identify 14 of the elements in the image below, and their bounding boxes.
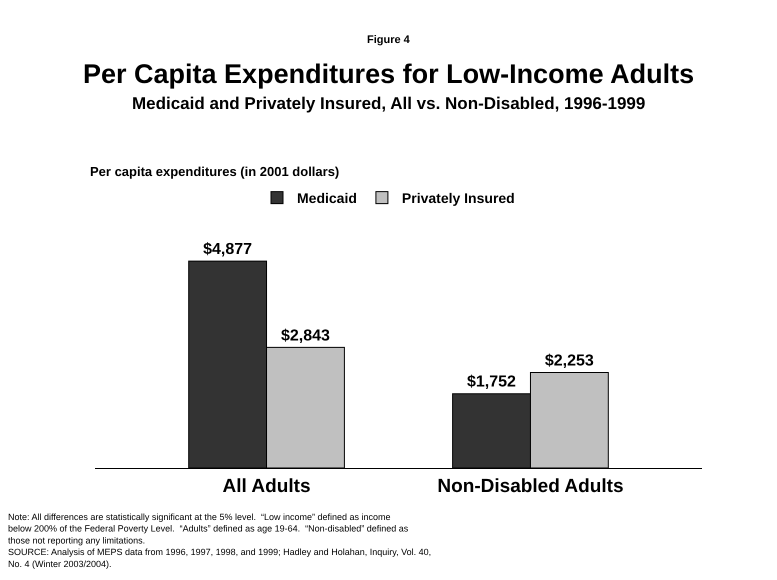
text: Per capita expenditures (in 2001 dollars) [90,164,340,179]
data-label: $4,877 [203,241,252,258]
chart-subtitle: Medicaid and Privately Insured, All vs. Non-Disabled, 1996-1999 [132,94,646,113]
text: Note: All differences are statistically significant at the 5% level. “Low income” defined as income below 200% of the Federal Poverty Level. “Adults” defined as age 19-64. “Non-disabled” defined as those not reporting any limitations. [8,512,409,546]
source-note: SOURCE: Analysis of MEPS data from 1996, 1997, 1998, and 1999; Hadley and Holahan, Inquiry, Vol. 40, No. 4 (Winter 2003/2004). [8,547,432,569]
data-label: $1,752 [467,374,516,391]
chart-title: Per Capita Expenditures for Low-Income Adults [83,59,694,89]
caption: Figure 4 [367,34,411,46]
x-tick-label: All Adults [222,476,311,497]
data-label: $2,843 [280,327,330,344]
legend-label: Medicaid [297,190,357,206]
x-tick-label: Non-Disabled Adults [437,476,624,497]
data-label: $2,253 [544,352,594,370]
legend-label: Privately Insured [402,190,515,206]
